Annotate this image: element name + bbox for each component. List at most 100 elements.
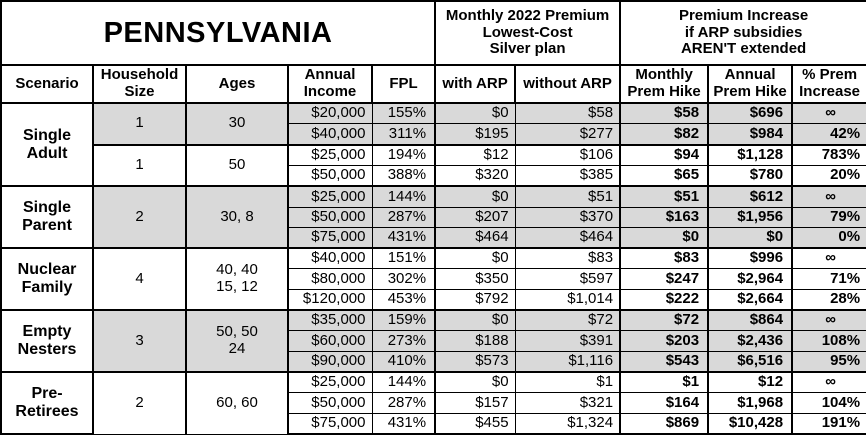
table-body: Single Adult 1 30 $20,000 155% $0 $58 $58 $696 ∞ $… xyxy=(0,101,866,435)
cell-fpl: 194% xyxy=(371,143,436,166)
cell-annual-prem-hike: $2,664 xyxy=(707,288,793,311)
cell-pct-prem-increase: 104% xyxy=(791,392,866,414)
cell-monthly-prem-hike: $58 xyxy=(619,102,709,125)
cell-pct-prem-increase: 108% xyxy=(791,330,866,352)
panel-header-monthly-premium: Monthly 2022 Premium Lowest-Cost Silver … xyxy=(434,0,622,66)
cell-without-arp: $106 xyxy=(514,143,621,166)
cell-annual-prem-hike: $696 xyxy=(707,102,793,125)
cell-with-arp: $455 xyxy=(434,412,516,435)
col-header-household-size: Household Size xyxy=(92,64,187,104)
cell-monthly-prem-hike: $72 xyxy=(619,309,709,332)
cell-monthly-prem-hike: $65 xyxy=(619,164,709,187)
cell-with-arp: $350 xyxy=(434,268,516,290)
cell-fpl: 287% xyxy=(371,392,436,414)
cell-annual-prem-hike: $1,968 xyxy=(707,392,793,414)
cell-with-arp: $792 xyxy=(434,288,516,311)
cell-monthly-prem-hike: $163 xyxy=(619,206,709,228)
cell-with-arp: $0 xyxy=(434,371,516,394)
cell-annual-income: $40,000 xyxy=(287,247,373,270)
scenario-cell: Pre- Retirees xyxy=(0,371,94,435)
cell-annual-income: $80,000 xyxy=(287,268,373,290)
cell-household-size: 1 xyxy=(92,102,187,146)
cell-without-arp: $83 xyxy=(514,247,621,270)
cell-pct-prem-increase: 0% xyxy=(791,226,866,249)
cell-annual-income: $60,000 xyxy=(287,330,373,352)
cell-pct-prem-increase: 95% xyxy=(791,350,866,373)
cell-with-arp: $0 xyxy=(434,102,516,125)
cell-with-arp: $195 xyxy=(434,123,516,146)
table-row: Empty Nesters 3 50, 50 24 $35,000 159% $0 $72 $… xyxy=(0,309,866,374)
cell-pct-prem-increase: 42% xyxy=(791,123,866,146)
cell-fpl: 144% xyxy=(371,185,436,208)
table-row: Single Adult 1 30 $20,000 155% $0 $58 $58 $696 ∞ xyxy=(0,101,866,188)
cell-annual-prem-hike: $780 xyxy=(707,164,793,187)
cell-annual-income: $35,000 xyxy=(287,309,373,332)
cell-without-arp: $277 xyxy=(514,123,621,146)
cell-without-arp: $1,014 xyxy=(514,288,621,311)
cell-fpl: 144% xyxy=(371,371,436,394)
table-row: $50,000 287% $207 $370 $163 $1,956 79% xyxy=(1,206,866,228)
cell-annual-income: $50,000 xyxy=(287,206,373,228)
cell-annual-income: $25,000 xyxy=(287,371,373,394)
cell-annual-income: $120,000 xyxy=(287,288,373,311)
cell-monthly-prem-hike: $543 xyxy=(619,350,709,373)
cell-fpl: 159% xyxy=(371,309,436,332)
cell-annual-income: $20,000 xyxy=(287,102,373,125)
cell-fpl: 453% xyxy=(371,288,436,311)
col-header-monthly-prem-hike: Monthly Prem Hike xyxy=(619,64,710,104)
col-header-fpl: FPL xyxy=(371,64,437,104)
cell-with-arp: $464 xyxy=(434,226,516,249)
cell-monthly-prem-hike: $869 xyxy=(619,412,709,435)
table-row: $75,000 431% $464 $464 $0 $0 0% xyxy=(1,226,866,249)
cell-pct-prem-increase: ∞ xyxy=(791,247,866,270)
cell-fpl: 388% xyxy=(371,164,436,187)
cell-annual-prem-hike: $2,436 xyxy=(707,330,793,352)
cell-ages: 50, 50 24 xyxy=(185,309,289,373)
cell-annual-income: $90,000 xyxy=(287,350,373,373)
cell-household-size: 2 xyxy=(92,371,187,435)
cell-annual-income: $50,000 xyxy=(287,164,373,187)
col-header-annual-prem-hike: Annual Prem Hike xyxy=(707,64,794,104)
cell-annual-prem-hike: $612 xyxy=(707,185,793,208)
cell-annual-prem-hike: $1,128 xyxy=(707,143,793,166)
cell-annual-income: $25,000 xyxy=(287,185,373,208)
cell-ages: 40, 40 15, 12 xyxy=(185,247,289,311)
cell-pct-prem-increase: ∞ xyxy=(791,185,866,208)
cell-fpl: 302% xyxy=(371,268,436,290)
table-row: Pre- Retirees 2 60, 60 $25,000 144% $0 $1 $1 $12… xyxy=(0,371,866,435)
cell-ages: 30, 8 xyxy=(185,185,289,249)
col-header-scenario: Scenario xyxy=(0,64,94,104)
cell-monthly-prem-hike: $247 xyxy=(619,268,709,290)
cell-with-arp: $320 xyxy=(434,164,516,187)
table-row: $50,000 388% $320 $385 $65 $780 20% xyxy=(1,164,866,187)
table-row: $75,000 431% $455 $1,324 $869 $10,428 191% xyxy=(1,412,866,435)
cell-without-arp: $464 xyxy=(514,226,621,249)
cell-annual-prem-hike: $12 xyxy=(707,371,793,394)
scenario-cell: Empty Nesters xyxy=(0,309,94,374)
cell-monthly-prem-hike: $51 xyxy=(619,185,709,208)
panel-header-premium-increase: Premium Increase if ARP subsidies AREN'T… xyxy=(619,0,866,66)
cell-pct-prem-increase: 783% xyxy=(791,143,866,166)
cell-annual-prem-hike: $996 xyxy=(707,247,793,270)
cell-fpl: 431% xyxy=(371,226,436,249)
cell-without-arp: $1,324 xyxy=(514,412,621,435)
cell-fpl: 431% xyxy=(371,412,436,435)
cell-ages: 60, 60 xyxy=(185,371,289,435)
cell-with-arp: $157 xyxy=(434,392,516,414)
cell-without-arp: $391 xyxy=(514,330,621,352)
col-header-with-arp: with ARP xyxy=(434,64,517,104)
cell-monthly-prem-hike: $94 xyxy=(619,143,709,166)
cell-with-arp: $12 xyxy=(434,143,516,166)
cell-ages: 50 xyxy=(185,143,289,187)
cell-annual-prem-hike: $864 xyxy=(707,309,793,332)
cell-with-arp: $0 xyxy=(434,247,516,270)
scenario-cell: Single Adult xyxy=(0,101,94,188)
cell-fpl: 410% xyxy=(371,350,436,373)
cell-with-arp: $0 xyxy=(434,185,516,208)
cell-with-arp: $207 xyxy=(434,206,516,228)
cell-with-arp: $188 xyxy=(434,330,516,352)
cell-annual-income: $25,000 xyxy=(287,143,373,166)
col-header-pct-prem-increase: % Prem Increase xyxy=(791,64,866,104)
cell-monthly-prem-hike: $83 xyxy=(619,247,709,270)
